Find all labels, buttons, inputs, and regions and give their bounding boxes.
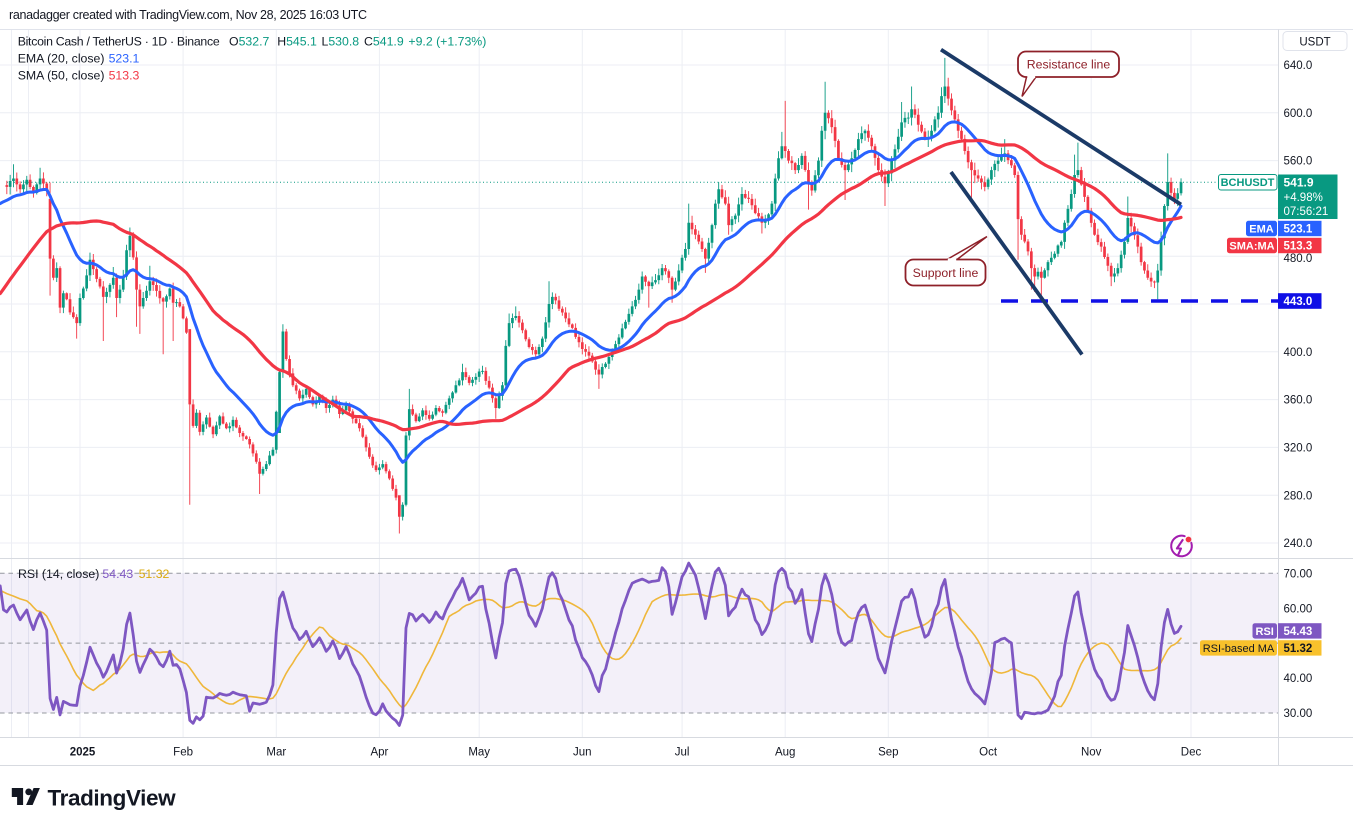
svg-text:54.43: 54.43 — [1284, 626, 1313, 638]
svg-text:320.0: 320.0 — [1284, 443, 1313, 455]
svg-text:ranadagger created with Tradin: ranadagger created with TradingView.com,… — [9, 8, 367, 22]
svg-text:May: May — [468, 747, 490, 759]
svg-text:523.1: 523.1 — [1284, 223, 1313, 235]
svg-text:400.0: 400.0 — [1284, 347, 1313, 359]
svg-text:640.0: 640.0 — [1284, 60, 1313, 72]
svg-text:Support line: Support line — [913, 266, 979, 280]
svg-text:360.0: 360.0 — [1284, 395, 1313, 407]
svg-text:TradingView: TradingView — [48, 786, 177, 811]
svg-text:51.32: 51.32 — [1284, 643, 1313, 655]
svg-text:Bitcoin Cash / TetherUS · 1D ·: Bitcoin Cash / TetherUS · 1D · Binance — [18, 35, 220, 49]
svg-text:30.00: 30.00 — [1284, 708, 1313, 720]
svg-text:Feb: Feb — [173, 747, 193, 759]
svg-text:Mar: Mar — [266, 747, 286, 759]
svg-text:70.00: 70.00 — [1284, 568, 1313, 580]
svg-text:Sep: Sep — [878, 747, 898, 759]
svg-text:60.00: 60.00 — [1284, 603, 1313, 615]
svg-text:Dec: Dec — [1181, 747, 1202, 759]
svg-text:600.0: 600.0 — [1284, 108, 1313, 120]
svg-text:541.9: 541.9 — [1284, 176, 1314, 190]
svg-text:Jul: Jul — [675, 747, 690, 759]
svg-text:USDT: USDT — [1299, 36, 1330, 48]
svg-text:Oct: Oct — [979, 747, 998, 759]
svg-text:BCHUSDT: BCHUSDT — [1221, 177, 1275, 189]
svg-text:SMA (50, close) 513.3: SMA (50, close) 513.3 — [18, 69, 140, 83]
svg-text:280.0: 280.0 — [1284, 490, 1313, 502]
svg-text:Jun: Jun — [573, 747, 592, 759]
svg-text:Apr: Apr — [370, 747, 388, 759]
svg-text:560.0: 560.0 — [1284, 156, 1313, 168]
svg-text:EMA: EMA — [1249, 223, 1274, 235]
svg-text:Aug: Aug — [775, 747, 795, 759]
svg-text:EMA (20, close) 523.1: EMA (20, close) 523.1 — [18, 52, 140, 66]
svg-text:513.3: 513.3 — [1284, 240, 1313, 252]
svg-text:07:56:21: 07:56:21 — [1284, 206, 1329, 218]
svg-text:+4.98%: +4.98% — [1284, 192, 1323, 204]
svg-text:SMA:MA: SMA:MA — [1229, 240, 1274, 252]
svg-text:443.0: 443.0 — [1284, 296, 1313, 308]
svg-text:2025: 2025 — [70, 747, 96, 759]
svg-text:240.0: 240.0 — [1284, 538, 1313, 550]
svg-text:RSI: RSI — [1256, 626, 1274, 638]
svg-text:Resistance line: Resistance line — [1027, 58, 1111, 72]
svg-text:480.0: 480.0 — [1284, 253, 1313, 265]
svg-text:RSI-based MA: RSI-based MA — [1203, 643, 1275, 655]
svg-text:Nov: Nov — [1081, 747, 1102, 759]
svg-text:40.00: 40.00 — [1284, 673, 1313, 685]
svg-text:RSI (14, close) 54.43 51.32: RSI (14, close) 54.43 51.32 — [18, 567, 170, 581]
